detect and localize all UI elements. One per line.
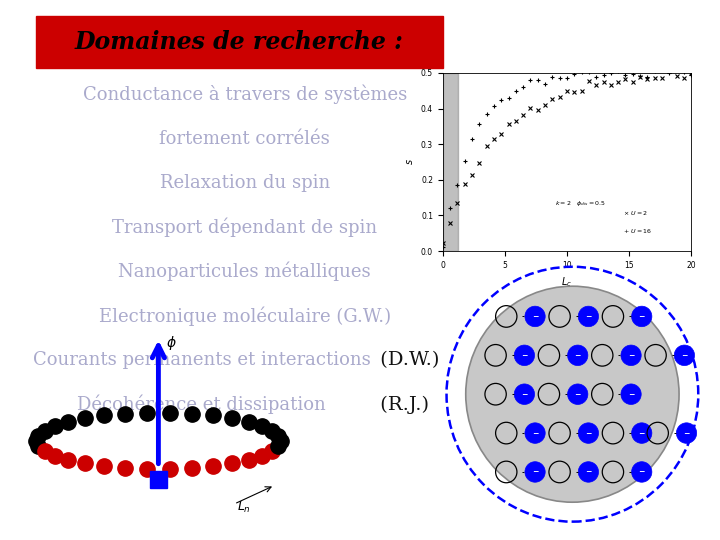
Y-axis label: $s$: $s$ [405, 159, 415, 165]
Circle shape [466, 286, 679, 502]
Circle shape [631, 423, 652, 443]
Text: (R.J.): (R.J.) [374, 395, 429, 414]
Text: −: − [681, 351, 688, 360]
Circle shape [567, 345, 588, 366]
Text: Courants permanents et interactions: Courants permanents et interactions [32, 351, 371, 369]
Circle shape [578, 462, 598, 482]
Text: −: − [575, 351, 581, 360]
FancyBboxPatch shape [36, 16, 443, 68]
Text: fortement corrélés: fortement corrélés [159, 130, 330, 148]
Text: Transport dépendant de spin: Transport dépendant de spin [112, 218, 377, 237]
Text: −: − [585, 312, 592, 321]
Text: $L_n$: $L_n$ [237, 500, 251, 515]
Text: Nanoparticules métalliques: Nanoparticules métalliques [119, 262, 371, 281]
Text: −: − [521, 390, 528, 399]
Text: −: − [532, 312, 539, 321]
Text: −: − [532, 429, 539, 437]
Text: $\times\ U=2$: $\times\ U=2$ [623, 210, 648, 218]
Circle shape [567, 384, 588, 404]
Text: −: − [639, 312, 645, 321]
X-axis label: $L_c$: $L_c$ [562, 275, 572, 289]
Text: Domaines de recherche :: Domaines de recherche : [75, 30, 403, 53]
Circle shape [578, 306, 598, 327]
Text: −: − [683, 429, 690, 437]
Text: Conductance à travers de systèmes: Conductance à travers de systèmes [83, 85, 407, 104]
Circle shape [631, 306, 652, 327]
Text: −: − [628, 390, 634, 399]
Circle shape [514, 384, 534, 404]
Text: Décohérence et dissipation: Décohérence et dissipation [77, 395, 326, 414]
Text: −: − [575, 390, 581, 399]
Text: −: − [532, 468, 539, 476]
Circle shape [621, 384, 642, 404]
Bar [443, 73, 458, 251]
Text: −: − [585, 468, 592, 476]
Circle shape [514, 345, 534, 366]
Text: $k=2 \quad \phi_{dis}=0.5$: $k=2 \quad \phi_{dis}=0.5$ [554, 199, 606, 208]
Text: Electronique moléculaire (G.W.): Electronique moléculaire (G.W.) [99, 306, 391, 326]
Text: $+\ U=16$: $+\ U=16$ [623, 227, 652, 235]
Text: $\phi$: $\phi$ [166, 334, 176, 352]
Text: (D.W.): (D.W.) [374, 351, 440, 369]
Circle shape [674, 345, 695, 366]
Text: −: − [585, 429, 592, 437]
Circle shape [676, 423, 697, 443]
Bar [150, 471, 166, 488]
Text: Relaxation du spin: Relaxation du spin [160, 174, 330, 192]
Text: −: − [628, 351, 634, 360]
Circle shape [525, 462, 545, 482]
Circle shape [578, 423, 598, 443]
Circle shape [525, 423, 545, 443]
Text: −: − [639, 468, 645, 476]
Text: −: − [639, 429, 645, 437]
Circle shape [621, 345, 642, 366]
Text: −: − [521, 351, 528, 360]
Circle shape [631, 462, 652, 482]
Circle shape [525, 306, 545, 327]
